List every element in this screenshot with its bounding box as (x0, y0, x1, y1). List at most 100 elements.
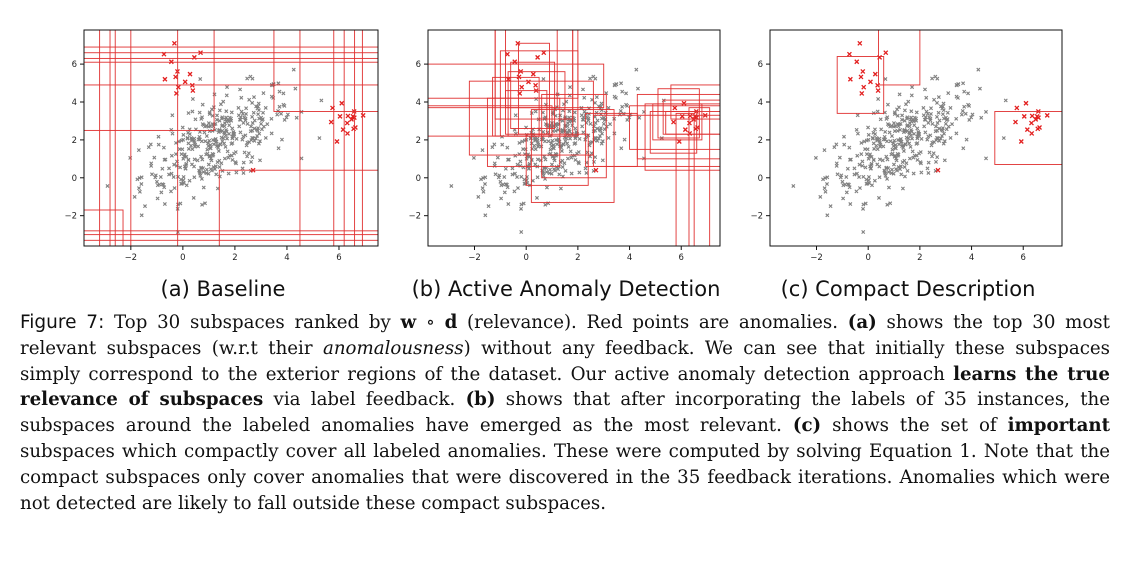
normal-point (600, 131, 605, 136)
normal-point (203, 139, 208, 144)
normal-point (251, 110, 256, 115)
normal-point (585, 115, 590, 120)
normal-point (191, 195, 196, 200)
normal-point (520, 139, 525, 144)
normal-point (205, 147, 210, 152)
normal-point (247, 97, 252, 102)
normal-point (883, 171, 888, 176)
anomaly-point (846, 51, 852, 57)
normal-point (910, 85, 915, 90)
caption-ref-b: (b) (465, 389, 496, 411)
normal-point (199, 176, 204, 181)
normal-point (852, 166, 857, 171)
normal-point (241, 170, 246, 175)
normal-point (215, 160, 220, 165)
normal-point (872, 146, 877, 151)
normal-point (594, 110, 599, 115)
normal-point (948, 135, 953, 140)
normal-point (634, 67, 639, 72)
subspace-box (486, 97, 561, 167)
anomaly-point (935, 167, 941, 173)
normal-point (622, 137, 627, 142)
normal-point (884, 165, 889, 170)
normal-point (132, 194, 137, 199)
normal-point (245, 154, 250, 159)
normal-point (912, 123, 917, 128)
normal-point (170, 113, 175, 118)
normal-point (941, 141, 946, 146)
normal-point (552, 158, 557, 163)
normal-point (954, 131, 959, 136)
normal-point (912, 115, 917, 120)
normal-point (818, 194, 823, 199)
normal-point (261, 91, 266, 96)
normal-point (823, 189, 828, 194)
anomaly-point (344, 120, 350, 126)
normal-point (543, 202, 548, 207)
normal-point (906, 99, 911, 104)
normal-point (942, 158, 947, 163)
caption-emphasis: learns the true relevance of subspaces (20, 363, 1110, 411)
normal-point (573, 126, 578, 131)
normal-point (181, 181, 186, 186)
normal-point (190, 162, 194, 167)
normal-point (595, 118, 600, 123)
normal-point (237, 124, 242, 129)
normal-point (153, 173, 158, 178)
normal-point (950, 122, 955, 127)
normal-point (946, 91, 951, 96)
normal-point (519, 202, 524, 207)
caption-text: subspaces which compactly cover all labe… (20, 440, 1110, 514)
x-tick-label: 6 (1021, 253, 1026, 263)
normal-point (192, 138, 197, 143)
caption-bold-w: w (400, 312, 417, 333)
normal-point (941, 116, 946, 121)
anomaly-point (860, 68, 866, 74)
normal-point (929, 106, 934, 111)
normal-point (521, 147, 526, 152)
normal-point (500, 142, 505, 147)
subspace-box (427, 63, 605, 109)
normal-point (510, 172, 515, 177)
normal-point (157, 182, 162, 187)
normal-point (200, 157, 205, 162)
normal-point (895, 113, 900, 118)
normal-point (252, 95, 256, 100)
normal-point (169, 171, 174, 176)
normal-point (513, 113, 518, 118)
normal-point (871, 157, 876, 162)
normal-point (844, 190, 849, 195)
normal-point (136, 148, 141, 153)
panel-active-anomaly-detection: −2 −2 0 0 2 2 4 4 6 6 (408, 29, 721, 263)
x-tick-label: 2 (917, 253, 922, 263)
normal-point (608, 122, 613, 127)
anomaly-point (687, 130, 693, 136)
normal-point (938, 104, 943, 109)
normal-point (579, 113, 584, 118)
normal-point (217, 127, 222, 132)
normal-point (934, 159, 938, 164)
normal-point (1003, 98, 1008, 103)
normal-point (961, 81, 966, 86)
caption-text: via label feedback. (273, 389, 456, 411)
normal-point (854, 171, 859, 176)
normal-point (169, 127, 174, 132)
normal-point (207, 138, 212, 143)
anomaly-point (162, 76, 168, 82)
normal-point (173, 152, 178, 157)
normal-point (935, 76, 940, 81)
normal-point (242, 115, 247, 120)
normal-point (162, 185, 167, 190)
normal-point (891, 171, 896, 176)
normal-point (178, 201, 183, 206)
normal-point (230, 141, 235, 146)
normal-point (902, 127, 907, 132)
normal-point (889, 123, 894, 128)
normal-point (269, 94, 274, 99)
normal-point (895, 128, 900, 133)
normal-point (226, 171, 231, 176)
normal-point (568, 136, 573, 141)
normal-point (197, 134, 202, 139)
normal-point (926, 170, 931, 175)
normal-point (601, 121, 606, 126)
